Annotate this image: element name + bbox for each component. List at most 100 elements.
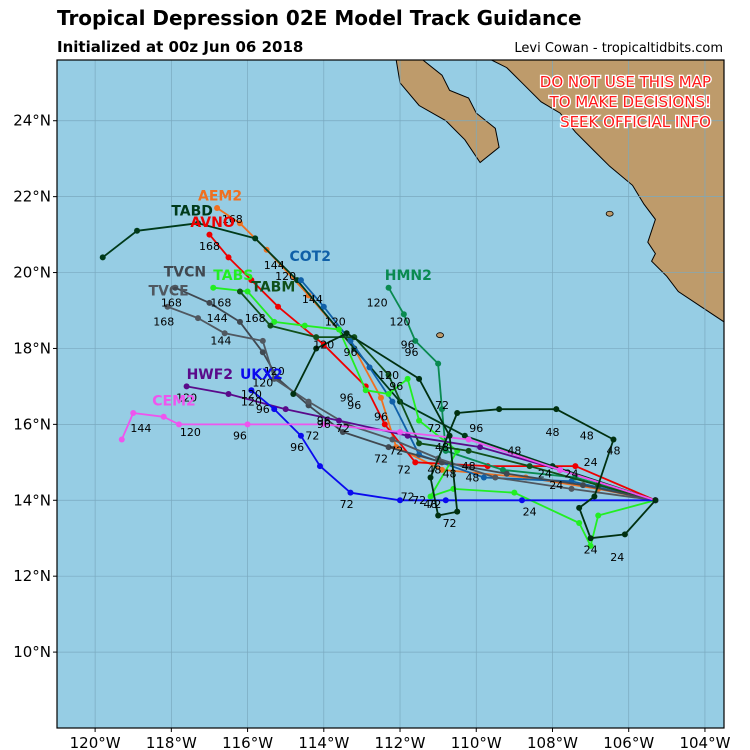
forecast-hour-label: 168	[153, 316, 174, 329]
track-point-cem2	[160, 413, 167, 420]
track-point-ukx2	[347, 489, 354, 496]
x-tick-label: 120°W	[70, 734, 121, 750]
forecast-hour-label: 120	[378, 369, 399, 382]
track-point-tvcn	[236, 318, 243, 325]
forecast-hour-label: 48	[606, 445, 620, 458]
forecast-hour-label: 168	[222, 213, 243, 226]
warning-line-1: DO NOT USE THIS MAP	[540, 73, 711, 91]
y-tick-label: 24°N	[13, 112, 51, 130]
forecast-hour-label: 24	[538, 468, 552, 481]
forecast-hour-label: 96	[469, 422, 483, 435]
track-point-hmn2	[442, 447, 449, 454]
track-point-tabs	[336, 326, 343, 333]
forecast-hour-label: 24	[584, 543, 598, 556]
forecast-hour-label: 72	[336, 422, 350, 435]
track-point-cem2	[118, 436, 125, 443]
track-point-aem2	[438, 466, 445, 473]
x-tick-label: 116°W	[222, 734, 273, 750]
forecast-hour-label: 96	[233, 430, 247, 443]
forecast-hour-label: 72	[443, 517, 457, 530]
track-point-tabs	[301, 322, 308, 329]
track-point-ukx2	[271, 406, 278, 413]
track-point-tabm	[267, 322, 274, 329]
track-point-ukx2	[442, 497, 449, 504]
forecast-hour-label: 96	[374, 411, 388, 424]
track-point-tvcn	[339, 428, 346, 435]
track-point-tvce	[492, 474, 499, 481]
track-point-cem2	[244, 421, 251, 428]
track-point-aem2	[236, 220, 243, 227]
track-point-tabs	[271, 318, 278, 325]
model-label-tabm: TABM	[251, 280, 295, 296]
init-time: Initialized at 00z Jun 06 2018	[57, 38, 304, 56]
model-label-cem2: CEM2	[152, 393, 196, 409]
track-point-tabm	[236, 288, 243, 295]
track-point-cem2	[175, 421, 182, 428]
track-point-emx	[313, 345, 320, 352]
forecast-hour-label: 96	[389, 380, 403, 393]
track-point-avno	[225, 254, 232, 261]
land-mass	[395, 60, 724, 323]
track-point-tvce	[389, 436, 396, 443]
warning-line-2: TO MAKE DECISIONS!	[549, 93, 711, 111]
track-point-avno	[381, 421, 388, 428]
track-point-hwf2	[404, 432, 411, 439]
forecast-hour-label: 120	[275, 270, 296, 283]
y-tick-label: 14°N	[13, 491, 51, 509]
track-point-tabs	[576, 520, 583, 527]
forecast-hour-label: 144	[130, 422, 151, 435]
warning-line-3: SEEK OFFICIAL INFO	[560, 113, 711, 131]
model-label-cot2: COT2	[289, 249, 330, 265]
track-point-avno	[206, 231, 213, 238]
forecast-hour-label: 48	[462, 460, 476, 473]
track-tabm	[239, 290, 656, 502]
model-label-tabd: TABD	[171, 204, 213, 220]
track-point-tvcn	[579, 482, 586, 489]
forecast-hour-label: 96	[401, 338, 415, 351]
track-point-tabs	[244, 288, 251, 295]
model-label-hwf2: HWF2	[187, 367, 233, 383]
forecast-hour-label: 48	[424, 498, 438, 511]
credit-line: Levi Cowan - tropicaltidbits.com	[514, 41, 723, 56]
forecast-hour-label: 48	[427, 464, 441, 477]
forecast-hour-label: 96	[317, 414, 331, 427]
model-label-hmn2: HMN2	[385, 268, 432, 284]
track-point-tvce	[305, 398, 312, 405]
model-label-tvcn: TVCN	[164, 264, 206, 280]
track-point-tabs	[362, 387, 369, 394]
forecast-hour-label: 96	[404, 346, 418, 359]
track-point-emx	[610, 436, 617, 443]
track-point-emx	[435, 512, 442, 519]
track-point-emx	[652, 497, 659, 504]
forecast-hour-label: 144	[302, 293, 323, 306]
y-tick-label: 22°N	[13, 188, 51, 206]
forecast-hour-label: 120	[264, 365, 285, 378]
x-tick-label: 110°W	[451, 734, 502, 750]
track-point-cot2	[366, 364, 373, 371]
track-point-tabs	[416, 417, 423, 424]
track-point-emx	[587, 535, 594, 542]
track-point-cem2	[397, 428, 404, 435]
forecast-hour-label: 96	[290, 441, 304, 454]
track-point-tabd	[252, 235, 259, 242]
track-point-cem2	[557, 466, 564, 473]
track-point-aem2	[377, 394, 384, 401]
x-tick-label: 106°W	[603, 734, 654, 750]
forecast-hour-label: 24	[610, 551, 624, 564]
forecast-hour-label: 24	[549, 479, 563, 492]
track-tvce	[167, 305, 656, 502]
forecast-hour-label: 120	[180, 426, 201, 439]
forecast-hour-label: 48	[580, 430, 594, 443]
track-point-hmn2	[438, 406, 445, 413]
track-point-tabs	[210, 284, 217, 291]
forecast-hour-label: 72	[427, 498, 441, 511]
y-tick-label: 16°N	[13, 415, 51, 433]
forecast-hour-label: 72	[427, 422, 441, 435]
forecast-hour-label: 72	[435, 399, 449, 412]
track-point-hwf2	[183, 383, 190, 390]
forecast-hour-label: 72	[340, 498, 354, 511]
track-point-tvce	[221, 330, 228, 337]
forecast-hour-label: 120	[252, 376, 273, 389]
track-point-aem2	[214, 205, 221, 212]
